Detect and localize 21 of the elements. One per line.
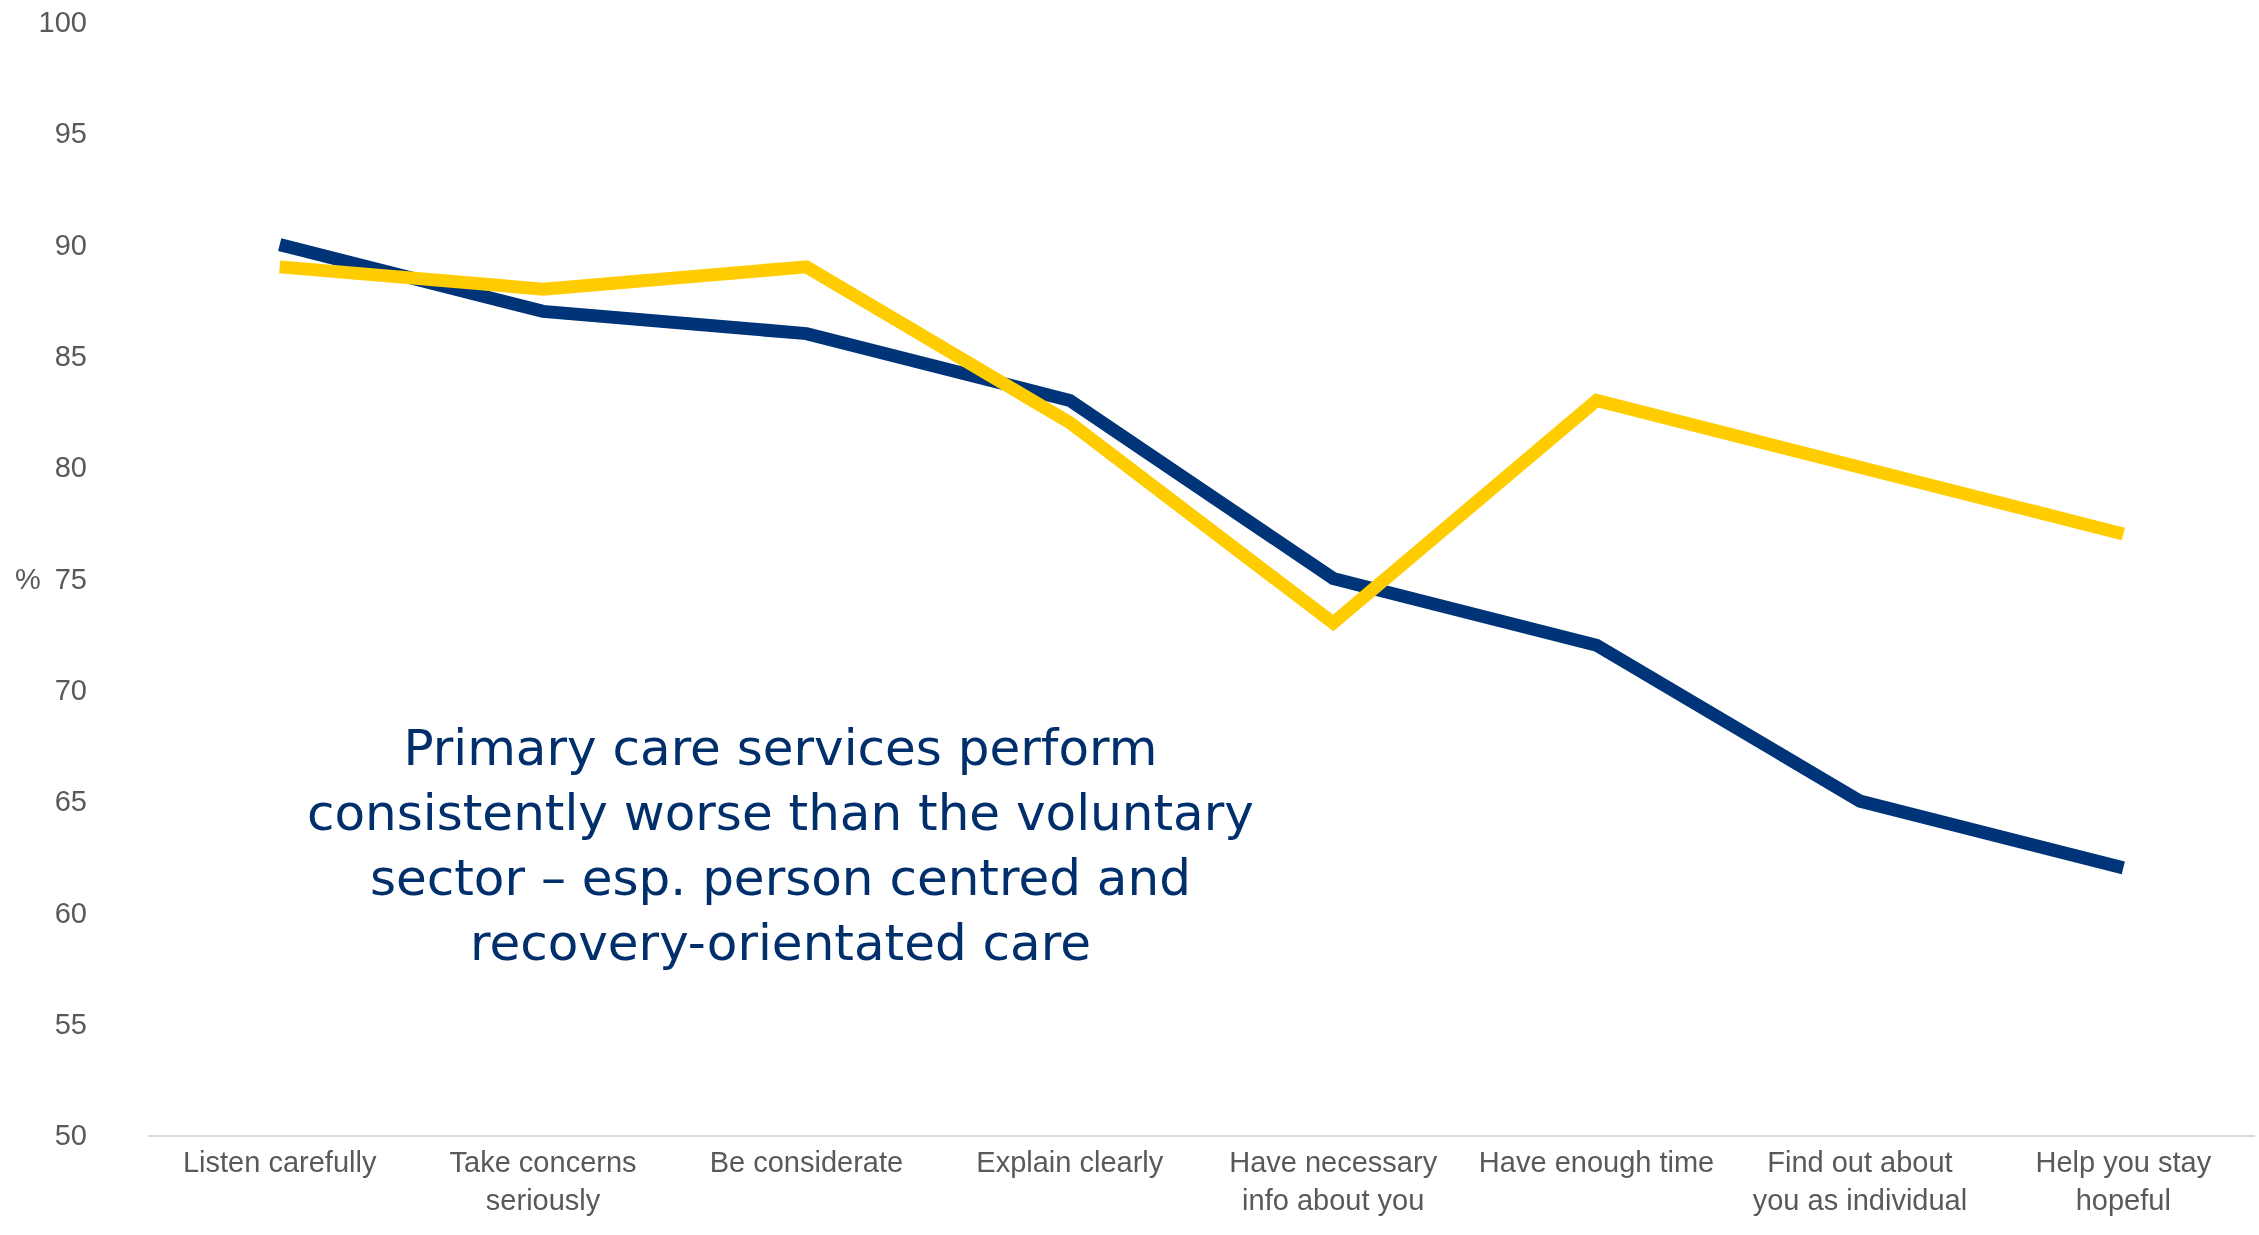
y-axis-title: % [15,563,41,595]
x-tick-label: Help you stay hopeful [2035,1145,2212,1216]
x-tick-label: Have enough time [1478,1145,1715,1178]
y-tick-label: 90 [54,228,87,261]
annotation: Primary care services perform consistently worse than the voluntary sector – esp. person centred and recovery-orientated care [307,719,1254,972]
y-tick-label: 70 [54,673,87,706]
x-tick-label: Have necessary info about you [1229,1145,1438,1216]
x-tick-label: Listen carefully [182,1145,377,1178]
x-tick-label: Be considerate [709,1145,904,1178]
y-tick-label: 50 [54,1119,87,1152]
y-tick-label: 85 [54,340,87,373]
y-tick-label: 60 [54,896,87,929]
x-tick-label: Take concerns seriously [449,1145,637,1216]
x-tick-label: Find out about you as individual [1752,1145,1968,1216]
y-tick-label: 100 [38,6,87,39]
y-tick-label: 95 [54,117,87,150]
y-tick-label: 55 [54,1007,87,1040]
y-tick-label: 65 [54,785,87,818]
y-tick-label: 80 [54,451,87,484]
x-tick-label: Explain clearly [976,1145,1164,1178]
y-tick-label: 75 [54,562,87,595]
